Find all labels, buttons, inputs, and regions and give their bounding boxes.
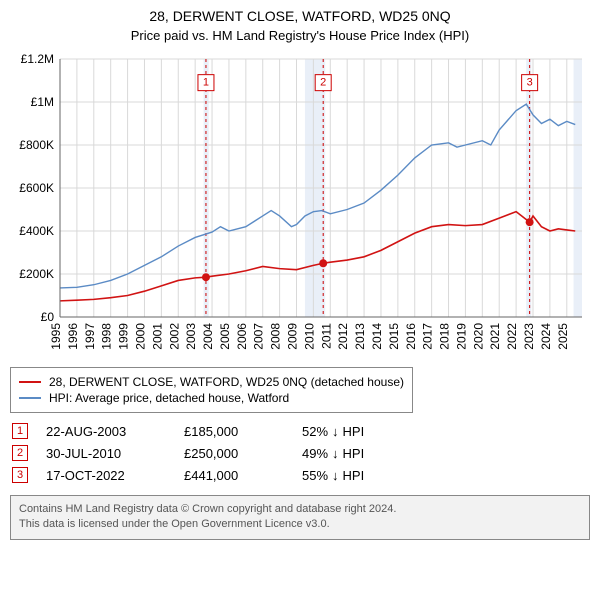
arrow-down-icon: ↓ xyxy=(332,424,339,439)
event-marker: 2 xyxy=(12,445,28,461)
legend: 28, DERWENT CLOSE, WATFORD, WD25 0NQ (de… xyxy=(10,367,413,413)
svg-text:1999: 1999 xyxy=(117,323,131,350)
svg-text:2007: 2007 xyxy=(252,323,266,350)
chart-svg: 123£0£200K£400K£600K£800K£1M£1.2M1995199… xyxy=(10,51,590,361)
svg-text:2025: 2025 xyxy=(556,323,570,350)
svg-text:2008: 2008 xyxy=(269,323,283,350)
svg-text:1996: 1996 xyxy=(66,323,80,350)
event-diff: 52% ↓ HPI xyxy=(302,424,364,439)
event-price: £250,000 xyxy=(184,446,284,461)
chart-area: 123£0£200K£400K£600K£800K£1M£1.2M1995199… xyxy=(10,51,590,361)
svg-text:£0: £0 xyxy=(41,310,55,324)
svg-text:2012: 2012 xyxy=(336,323,350,350)
svg-text:2003: 2003 xyxy=(184,323,198,350)
svg-text:1998: 1998 xyxy=(100,323,114,350)
svg-text:2016: 2016 xyxy=(404,323,418,350)
event-date: 30-JUL-2010 xyxy=(46,446,166,461)
svg-text:£600K: £600K xyxy=(19,181,54,195)
svg-text:3: 3 xyxy=(527,77,533,89)
svg-text:2009: 2009 xyxy=(286,323,300,350)
arrow-down-icon: ↓ xyxy=(332,468,339,483)
svg-text:2015: 2015 xyxy=(387,323,401,350)
svg-text:2001: 2001 xyxy=(150,323,164,350)
event-date: 22-AUG-2003 xyxy=(46,424,166,439)
svg-text:2010: 2010 xyxy=(302,323,316,350)
svg-text:£800K: £800K xyxy=(19,138,54,152)
events-table: 1 22-AUG-2003 £185,000 52% ↓ HPI 2 30-JUL-201… xyxy=(10,423,590,483)
legend-swatch xyxy=(19,397,41,399)
legend-label: HPI: Average price, detached house, Watf… xyxy=(49,391,289,405)
svg-text:1995: 1995 xyxy=(49,323,63,350)
svg-text:2023: 2023 xyxy=(522,323,536,350)
svg-text:1997: 1997 xyxy=(83,323,97,350)
event-row: 3 17-OCT-2022 £441,000 55% ↓ HPI xyxy=(10,467,590,483)
svg-text:2018: 2018 xyxy=(438,323,452,350)
svg-text:2022: 2022 xyxy=(505,323,519,350)
svg-text:2: 2 xyxy=(320,77,326,89)
event-price: £441,000 xyxy=(184,468,284,483)
svg-text:2014: 2014 xyxy=(370,323,384,350)
svg-text:2017: 2017 xyxy=(421,323,435,350)
svg-text:1: 1 xyxy=(203,77,209,89)
event-diff: 49% ↓ HPI xyxy=(302,446,364,461)
svg-text:2019: 2019 xyxy=(454,323,468,350)
legend-swatch xyxy=(19,381,41,383)
svg-text:2020: 2020 xyxy=(471,323,485,350)
svg-text:2002: 2002 xyxy=(167,323,181,350)
svg-text:2000: 2000 xyxy=(133,323,147,350)
arrow-down-icon: ↓ xyxy=(332,446,339,461)
chart-subtitle: Price paid vs. HM Land Registry's House … xyxy=(10,28,590,43)
svg-text:£400K: £400K xyxy=(19,224,54,238)
svg-text:2006: 2006 xyxy=(235,323,249,350)
event-date: 17-OCT-2022 xyxy=(46,468,166,483)
legend-label: 28, DERWENT CLOSE, WATFORD, WD25 0NQ (de… xyxy=(49,375,404,389)
legend-row: 28, DERWENT CLOSE, WATFORD, WD25 0NQ (de… xyxy=(19,375,404,389)
event-diff: 55% ↓ HPI xyxy=(302,468,364,483)
svg-text:2004: 2004 xyxy=(201,323,215,350)
svg-text:2021: 2021 xyxy=(488,323,502,350)
legend-row: HPI: Average price, detached house, Watf… xyxy=(19,391,404,405)
svg-text:£1.2M: £1.2M xyxy=(21,52,54,66)
svg-text:£200K: £200K xyxy=(19,267,54,281)
svg-text:2013: 2013 xyxy=(353,323,367,350)
svg-text:2005: 2005 xyxy=(218,323,232,350)
attribution-box: Contains HM Land Registry data © Crown c… xyxy=(10,495,590,540)
event-marker: 1 xyxy=(12,423,28,439)
svg-text:£1M: £1M xyxy=(31,95,54,109)
event-marker: 3 xyxy=(12,467,28,483)
event-row: 1 22-AUG-2003 £185,000 52% ↓ HPI xyxy=(10,423,590,439)
svg-text:2024: 2024 xyxy=(539,323,553,350)
chart-title: 28, DERWENT CLOSE, WATFORD, WD25 0NQ xyxy=(10,8,590,24)
event-row: 2 30-JUL-2010 £250,000 49% ↓ HPI xyxy=(10,445,590,461)
svg-text:2011: 2011 xyxy=(319,323,333,349)
event-price: £185,000 xyxy=(184,424,284,439)
attribution-line-1: Contains HM Land Registry data © Crown c… xyxy=(19,502,581,517)
attribution-line-2: This data is licensed under the Open Gov… xyxy=(19,517,581,532)
